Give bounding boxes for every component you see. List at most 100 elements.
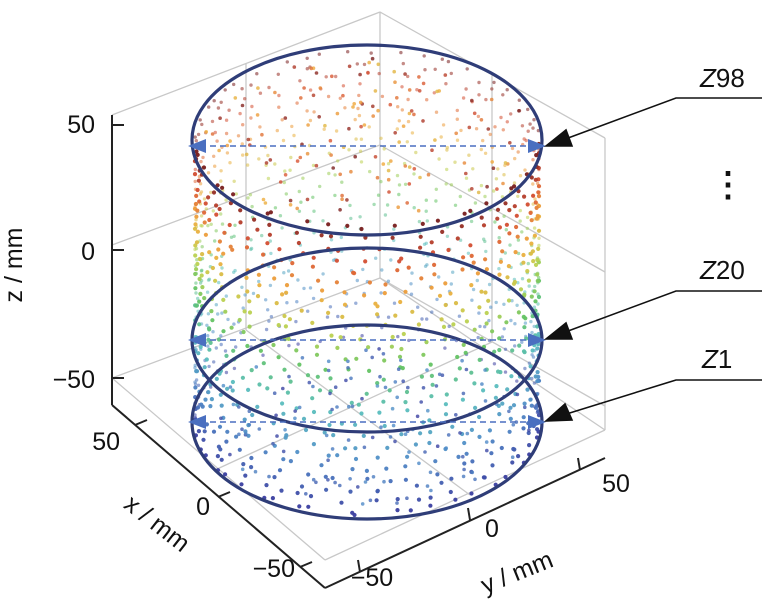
cloud-point bbox=[397, 119, 401, 123]
cloud-point bbox=[210, 265, 215, 271]
cloud-point bbox=[220, 185, 225, 190]
y-tick-mark bbox=[357, 559, 361, 573]
cloud-point bbox=[414, 150, 418, 155]
slice-label-z98: Z98 bbox=[699, 63, 745, 93]
cloud-point bbox=[521, 260, 526, 265]
cloud-point bbox=[306, 309, 310, 313]
cloud-point bbox=[419, 400, 424, 404]
cloud-point bbox=[211, 190, 217, 195]
cloud-point bbox=[194, 193, 199, 198]
cloud-point bbox=[395, 501, 399, 505]
cloud-point bbox=[535, 427, 540, 432]
cloud-point bbox=[195, 208, 200, 213]
cloud-point bbox=[256, 86, 260, 90]
cloud-point bbox=[492, 349, 497, 354]
cloud-point bbox=[473, 201, 478, 205]
cloud-point bbox=[518, 208, 522, 213]
cloud-point bbox=[364, 348, 368, 353]
cloud-point bbox=[516, 310, 522, 315]
cloud-point bbox=[314, 344, 320, 349]
cloud-point bbox=[196, 351, 201, 356]
cloud-point bbox=[424, 241, 428, 245]
cloud-point bbox=[405, 201, 410, 205]
cloud-point bbox=[516, 251, 521, 256]
cloud-point bbox=[351, 105, 355, 109]
z-axis-label: z / mm bbox=[0, 228, 28, 303]
cloud-point bbox=[194, 291, 198, 295]
cloud-point bbox=[426, 172, 431, 177]
cloud-point bbox=[392, 227, 396, 231]
cloud-point bbox=[526, 278, 532, 283]
cloud-point bbox=[514, 224, 519, 230]
cloud-point bbox=[376, 62, 381, 67]
cloud-point bbox=[466, 251, 471, 255]
cloud-point bbox=[403, 164, 408, 168]
cloud-point bbox=[272, 475, 277, 480]
cloud-point bbox=[377, 410, 382, 415]
cloud-point bbox=[401, 379, 406, 384]
cloud-point bbox=[433, 67, 437, 72]
cloud-point bbox=[439, 135, 443, 139]
cloud-point bbox=[499, 115, 503, 120]
cloud-point bbox=[378, 374, 382, 379]
cloud-point bbox=[401, 331, 406, 337]
cloud-point bbox=[484, 310, 489, 316]
cloud-point bbox=[297, 209, 302, 213]
cloud-point bbox=[275, 128, 279, 133]
cloud-point bbox=[224, 294, 228, 298]
cloud-point bbox=[271, 441, 275, 446]
cloud-point bbox=[360, 334, 364, 338]
cloud-point bbox=[233, 223, 237, 227]
cloud-point bbox=[317, 388, 323, 393]
cloud-point bbox=[340, 193, 344, 198]
cloud-point bbox=[232, 366, 237, 371]
cloud-point bbox=[349, 376, 353, 381]
cloud-point bbox=[455, 108, 459, 113]
slice-label-z1: Z1 bbox=[701, 344, 732, 374]
cloud-point bbox=[305, 56, 309, 60]
cloud-point bbox=[492, 80, 496, 85]
cloud-point bbox=[193, 205, 197, 209]
cloud-point bbox=[359, 124, 363, 129]
cloud-point bbox=[429, 373, 434, 378]
cloud-point bbox=[249, 455, 254, 461]
cloud-point bbox=[424, 198, 428, 202]
cloud-point bbox=[505, 120, 509, 124]
cloud-point bbox=[483, 368, 487, 372]
cloud-point bbox=[370, 355, 375, 360]
diameter-arrows bbox=[188, 139, 546, 429]
slice-letter: Z bbox=[699, 255, 717, 285]
cloud-point bbox=[359, 411, 364, 416]
cloud-point bbox=[205, 270, 210, 275]
cloud-point bbox=[308, 118, 313, 123]
cloud-point bbox=[211, 429, 217, 434]
cloud-point bbox=[273, 162, 277, 166]
cloud-point bbox=[531, 355, 536, 359]
cloud-point bbox=[393, 80, 397, 84]
cloud-point bbox=[483, 325, 487, 329]
cloud-point bbox=[207, 217, 212, 223]
cloud-point bbox=[193, 243, 198, 248]
cloud-point bbox=[194, 149, 199, 154]
cloud-point bbox=[406, 385, 410, 390]
cloud-point bbox=[430, 148, 434, 152]
cloud-point bbox=[194, 139, 198, 143]
cloud-point bbox=[476, 190, 481, 195]
cloud-point bbox=[532, 289, 537, 294]
cloud-point bbox=[467, 125, 472, 130]
cloud-point bbox=[349, 400, 354, 405]
cloud-point bbox=[517, 109, 521, 113]
cloud-point bbox=[533, 177, 538, 182]
cloud-point bbox=[383, 213, 388, 217]
cloud-point bbox=[529, 175, 534, 180]
cloud-point bbox=[246, 137, 251, 142]
cloud-point bbox=[477, 414, 482, 420]
cloud-point bbox=[211, 209, 215, 213]
cloud-point bbox=[497, 267, 501, 271]
cloud-point bbox=[289, 155, 293, 160]
cloud-point bbox=[497, 347, 502, 353]
cloud-point bbox=[277, 468, 283, 473]
cloud-point bbox=[521, 314, 526, 319]
cloud-point bbox=[424, 209, 428, 213]
cloud-point bbox=[224, 131, 229, 136]
